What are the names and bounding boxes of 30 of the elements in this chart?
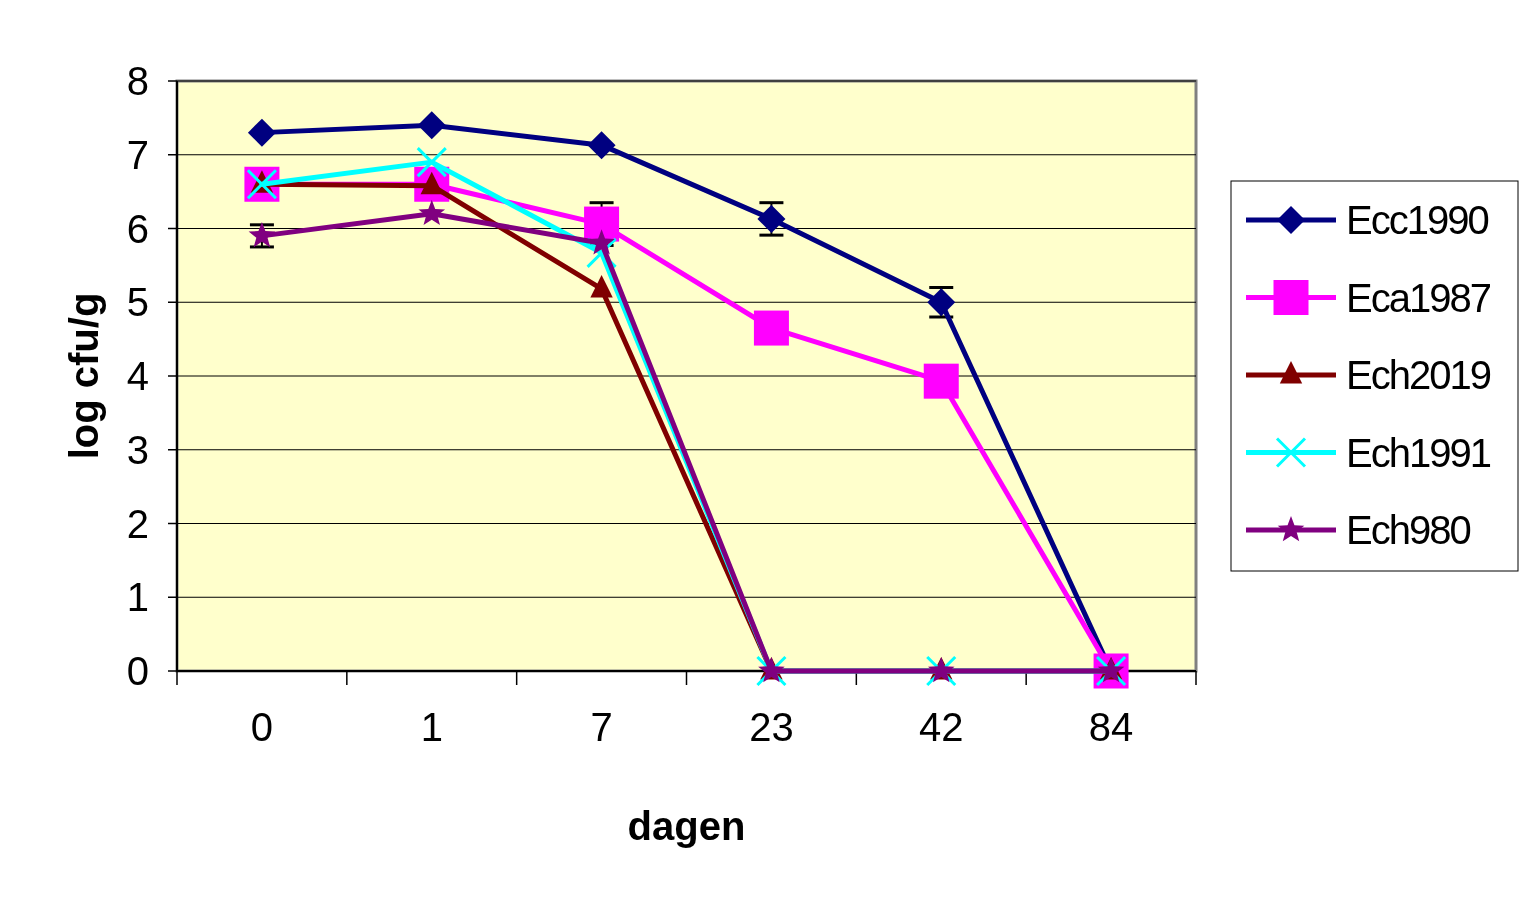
legend-label: Eca1987 [1346,275,1491,320]
x-axis-title: dagen [627,804,746,848]
y-tick-label: 6 [126,206,149,251]
legend-label: Ech980 [1346,508,1471,552]
y-tick-label: 5 [126,280,149,325]
point [247,118,276,147]
x-tick-label: 1 [420,705,443,749]
y-tick-label: 1 [126,575,149,620]
x-tick-label: 7 [590,705,613,749]
y-tick-label: 4 [126,354,149,398]
point [416,146,448,178]
y-axis-title: log cfu/g [62,292,106,460]
legend-label: Ecc1990 [1346,198,1489,242]
point [753,310,789,346]
legend-label: Ech2019 [1346,353,1491,397]
y-tick-label: 7 [126,132,149,177]
x-tick-label: 0 [250,705,274,749]
x-tick-label: 23 [749,705,794,749]
legend-label: Ech1991 [1346,430,1491,475]
y-tick-label: 2 [126,501,149,546]
x-tick-label: 42 [919,705,964,749]
point [923,363,959,399]
point [418,199,446,226]
y-tick-label: 0 [126,649,149,693]
point [588,229,615,255]
point [587,131,616,160]
point [417,111,446,140]
x-tick-label: 84 [1088,705,1134,749]
y-tick-label: 3 [126,427,149,472]
y-tick-label: 8 [126,59,149,103]
